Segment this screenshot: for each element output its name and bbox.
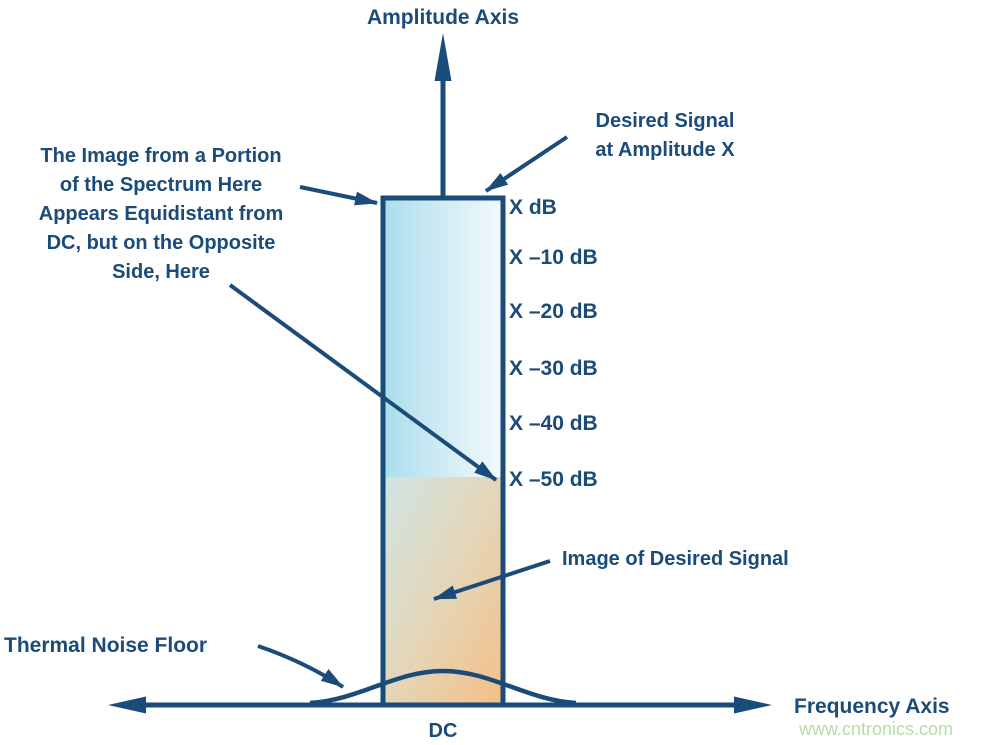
db-label-0: X dB: [509, 196, 557, 219]
image-portion-top-arrow: [299, 185, 378, 206]
thermal-noise-curve: [309, 668, 577, 706]
dc-label: DC: [428, 720, 458, 742]
watermark-text: www.cntronics.com: [799, 719, 954, 739]
db-label-30: X –30 dB: [509, 357, 598, 380]
desired-signal-bar-upper: [383, 198, 503, 477]
db-label-10: X –10 dB: [509, 246, 598, 269]
db-label-50: X –50 dB: [509, 468, 598, 491]
image-of-desired-signal-arrow: [433, 559, 551, 601]
image-of-desired-signal-label: Image of Desired Signal: [562, 548, 789, 570]
signal-bar-border: [380, 195, 506, 708]
amplitude-axis-arrowhead-icon: [434, 33, 452, 81]
thermal-noise-floor-label: Thermal Noise Floor: [4, 634, 208, 657]
desired-signal-label: Desired Signal at Amplitude X: [595, 110, 735, 161]
db-label-40: X –40 dB: [509, 412, 598, 435]
frequency-axis-left-arrowhead-icon: [108, 696, 146, 714]
frequency-axis-right-arrowhead-icon: [734, 696, 772, 714]
thermal-noise-floor-arrow: [257, 644, 345, 689]
db-label-20: X –20 dB: [509, 300, 598, 323]
image-portion-label: The Image from a Portion of the Spectrum…: [38, 145, 284, 283]
amplitude-axis-label: Amplitude Axis: [366, 6, 520, 29]
image-portion-diagonal-arrow: [228, 283, 498, 482]
frequency-axis-label: Frequency Axis: [794, 695, 950, 718]
desired-signal-arrow: [484, 135, 569, 193]
